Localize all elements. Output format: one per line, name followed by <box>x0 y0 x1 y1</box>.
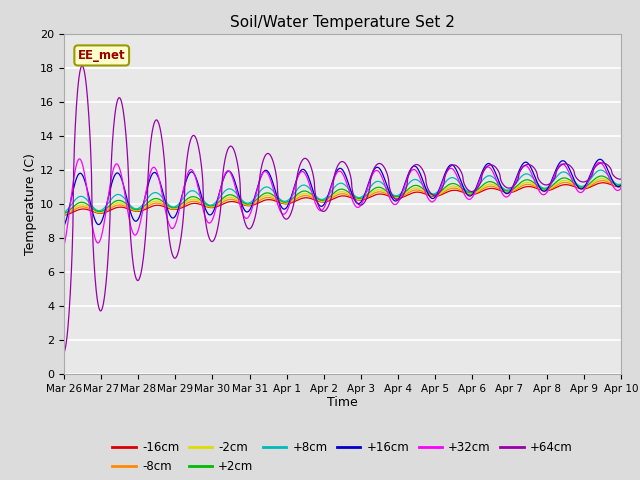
+64cm <box>551 174 559 180</box>
X-axis label: Time: Time <box>327 396 358 408</box>
+16cm <box>502 190 509 196</box>
-2cm <box>246 202 254 207</box>
Legend: -16cm, -8cm, -2cm, +2cm, +8cm, +16cm, +32cm, +64cm: -16cm, -8cm, -2cm, +2cm, +8cm, +16cm, +3… <box>108 436 577 478</box>
-2cm <box>429 192 436 198</box>
Line: +16cm: +16cm <box>64 159 621 226</box>
+32cm <box>184 169 192 175</box>
+16cm <box>551 170 559 176</box>
-2cm <box>617 183 625 189</box>
+32cm <box>246 210 254 216</box>
+2cm <box>598 173 605 179</box>
+2cm <box>60 210 68 216</box>
+8cm <box>246 200 254 205</box>
+64cm <box>429 192 437 198</box>
+16cm <box>429 196 436 202</box>
Line: -2cm: -2cm <box>64 179 621 214</box>
+2cm <box>429 192 436 197</box>
Line: +32cm: +32cm <box>64 159 621 246</box>
+32cm <box>171 223 179 229</box>
-8cm <box>246 202 254 208</box>
-8cm <box>502 189 509 194</box>
+64cm <box>617 176 625 182</box>
+8cm <box>551 177 559 182</box>
+64cm <box>78 63 86 69</box>
Text: EE_met: EE_met <box>78 49 125 62</box>
+2cm <box>184 196 191 202</box>
+32cm <box>429 199 437 204</box>
-2cm <box>184 198 191 204</box>
+8cm <box>617 181 625 187</box>
Line: +2cm: +2cm <box>64 176 621 213</box>
+2cm <box>617 182 625 188</box>
Line: +8cm: +8cm <box>64 170 621 212</box>
-8cm <box>170 206 178 212</box>
-8cm <box>429 193 436 199</box>
-8cm <box>598 178 606 183</box>
+8cm <box>597 167 605 173</box>
-2cm <box>60 211 68 217</box>
+8cm <box>184 190 191 196</box>
+32cm <box>60 243 68 249</box>
+8cm <box>429 191 436 197</box>
-16cm <box>184 202 191 208</box>
Line: -8cm: -8cm <box>64 180 621 215</box>
Title: Soil/Water Temperature Set 2: Soil/Water Temperature Set 2 <box>230 15 455 30</box>
+32cm <box>76 156 83 162</box>
-16cm <box>170 206 178 212</box>
+2cm <box>502 188 509 193</box>
+16cm <box>617 182 625 188</box>
+32cm <box>551 171 559 177</box>
-8cm <box>617 183 625 189</box>
+64cm <box>502 184 509 190</box>
Line: +64cm: +64cm <box>64 66 621 352</box>
+8cm <box>60 209 68 215</box>
Y-axis label: Temperature (C): Temperature (C) <box>24 153 37 255</box>
+16cm <box>184 173 191 179</box>
+2cm <box>170 205 178 211</box>
+2cm <box>551 180 559 186</box>
+16cm <box>596 156 604 162</box>
-16cm <box>551 185 559 191</box>
-16cm <box>599 180 607 186</box>
-16cm <box>617 184 625 190</box>
+8cm <box>170 204 178 210</box>
-2cm <box>551 182 559 188</box>
-16cm <box>429 193 436 199</box>
+16cm <box>170 215 178 220</box>
+32cm <box>502 194 509 200</box>
+64cm <box>60 349 68 355</box>
-2cm <box>502 189 509 194</box>
+64cm <box>246 226 254 231</box>
-16cm <box>60 212 68 218</box>
+8cm <box>502 187 509 192</box>
+16cm <box>246 206 254 212</box>
Line: -16cm: -16cm <box>64 183 621 215</box>
+64cm <box>171 255 179 261</box>
-2cm <box>170 206 178 212</box>
+16cm <box>60 223 68 228</box>
-8cm <box>551 184 559 190</box>
-16cm <box>246 203 254 208</box>
-8cm <box>184 200 191 206</box>
+32cm <box>617 186 625 192</box>
+64cm <box>184 148 192 154</box>
+2cm <box>246 201 254 207</box>
-2cm <box>598 176 605 181</box>
-8cm <box>60 212 68 217</box>
-16cm <box>502 189 509 195</box>
